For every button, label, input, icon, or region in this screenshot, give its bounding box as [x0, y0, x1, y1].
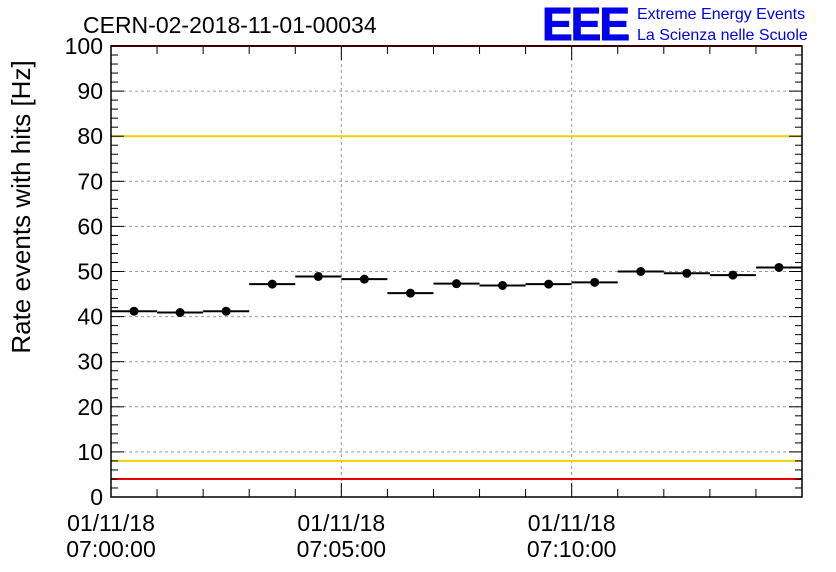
y-tick-label: 50 — [77, 259, 103, 285]
y-tick-label: 30 — [77, 349, 103, 375]
y-tick-label: 60 — [77, 213, 103, 239]
x-tick-time: 07:05:00 — [297, 536, 387, 562]
eee-logo-mark: EEE — [542, 0, 628, 50]
data-point — [129, 306, 139, 316]
eee-logo: EEE Extreme Energy Events La Scienza nel… — [542, 0, 808, 51]
y-axis-label: Rate events with hits [Hz] — [6, 60, 36, 353]
eee-logo-line1: Extreme Energy Events — [637, 6, 805, 23]
y-tick-label: 40 — [77, 304, 103, 330]
data-point — [267, 279, 277, 289]
data-point — [313, 271, 323, 281]
x-tick-time: 07:00:00 — [66, 536, 156, 562]
reference-lines — [111, 45, 802, 480]
data-point — [544, 279, 554, 289]
y-tick-label: 20 — [77, 394, 103, 420]
y-tick-label: 80 — [77, 123, 103, 149]
x-tick-date: 01/11/18 — [528, 510, 616, 536]
data-point — [636, 267, 646, 276]
axes — [110, 45, 803, 498]
data-point — [498, 280, 508, 290]
data-point — [774, 262, 784, 272]
y-tick-label: 70 — [77, 168, 103, 194]
data-series — [111, 262, 802, 318]
x-tick-labels: 01/11/1807:00:0001/11/1807:05:0001/11/18… — [66, 510, 616, 562]
data-point — [175, 308, 185, 318]
x-tick-date: 01/11/18 — [297, 510, 385, 536]
data-point — [405, 288, 415, 298]
y-tick-labels: 0 10 20 30 40 50 60 70 80 90 100 — [65, 33, 103, 510]
data-point — [590, 277, 600, 287]
y-tick-label: 90 — [77, 78, 103, 104]
data-point — [452, 279, 461, 289]
chart-title: CERN-02-2018-11-01-00034 — [83, 12, 377, 38]
grid — [111, 46, 802, 497]
eee-logo-line2: La Scienza nelle Scuole — [637, 27, 808, 44]
y-tick-label: 0 — [90, 484, 103, 510]
x-tick-time: 07:10:00 — [527, 536, 617, 562]
data-point — [682, 268, 692, 278]
y-tick-label: 10 — [77, 439, 103, 465]
data-point — [728, 270, 738, 280]
x-tick-date: 01/11/18 — [67, 510, 155, 536]
data-point — [221, 306, 231, 316]
y-tick-label: 100 — [65, 33, 103, 59]
data-point — [359, 274, 369, 284]
